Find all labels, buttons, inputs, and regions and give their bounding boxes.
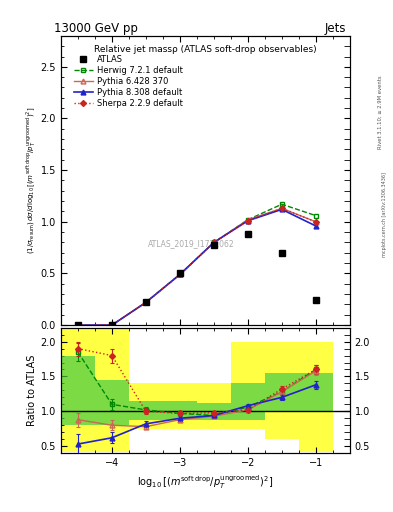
Legend: ATLAS, Herwig 7.2.1 default, Pythia 6.428 370, Pythia 8.308 default, Sherpa 2.2.: ATLAS, Herwig 7.2.1 default, Pythia 6.42…	[71, 52, 186, 112]
Text: Jets: Jets	[324, 22, 346, 34]
X-axis label: $\log_{10}[(m^{\rm soft\,drop}/p_T^{\rm ungroomed})^2]$: $\log_{10}[(m^{\rm soft\,drop}/p_T^{\rm …	[137, 474, 274, 492]
Y-axis label: $(1/\sigma_{\rm resum})\,d\sigma/d\log_{10}[(m^{\rm soft\,drop}/p_T^{\rm ungroom: $(1/\sigma_{\rm resum})\,d\sigma/d\log_{…	[24, 107, 38, 254]
Text: mcplots.cern.ch [arXiv:1306.3436]: mcplots.cern.ch [arXiv:1306.3436]	[382, 173, 387, 258]
Y-axis label: Ratio to ATLAS: Ratio to ATLAS	[26, 355, 37, 426]
Text: ATLAS_2019_I1772062: ATLAS_2019_I1772062	[148, 240, 234, 249]
Text: 13000 GeV pp: 13000 GeV pp	[54, 22, 138, 34]
Text: Rivet 3.1.10; ≥ 2.9M events: Rivet 3.1.10; ≥ 2.9M events	[378, 76, 383, 150]
Text: Relative jet massρ (ATLAS soft-drop observables): Relative jet massρ (ATLAS soft-drop obse…	[94, 45, 317, 54]
